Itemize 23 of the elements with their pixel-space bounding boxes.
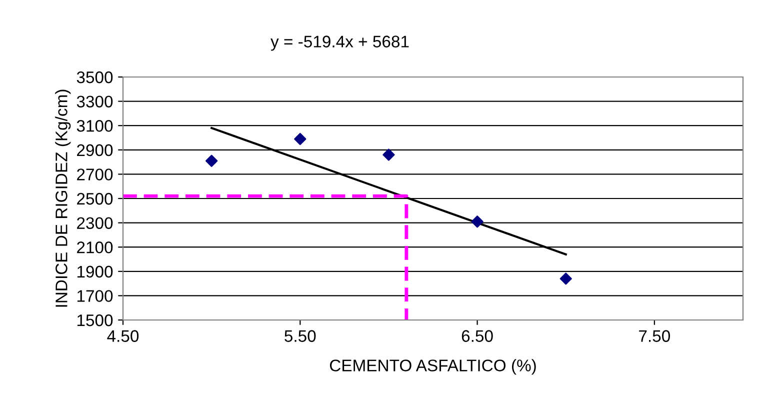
point	[382, 148, 395, 161]
y-tick-label: 3500	[76, 71, 113, 84]
point	[294, 132, 306, 146]
y-axis-title: INDICE DE RIGIDEZ (Kg/cm)	[55, 90, 71, 307]
y-tick-label: 2500	[77, 192, 113, 205]
point	[205, 154, 218, 167]
x-tick-label: 6.50	[462, 330, 493, 342]
y-tick-label: 1700	[77, 290, 113, 302]
x-tick-label: 5.50	[284, 330, 316, 342]
point	[560, 272, 572, 285]
x-tick-label: 7.50	[639, 330, 670, 342]
point	[471, 216, 484, 228]
x-axis-title: CEMENTO ASFALTICO (%)	[330, 359, 536, 375]
y-tick-label: 2300	[77, 217, 113, 230]
y-tick-label: 1900	[77, 266, 113, 278]
text: y = -519.4x + 5681	[270, 36, 409, 51]
y-tick-label: 1500	[77, 314, 113, 326]
y-tick-label: 2100	[77, 242, 113, 254]
y-tick-label: 3300	[76, 96, 113, 108]
y-tick-label: 2900	[77, 144, 113, 156]
y-tick-label: 2700	[77, 168, 113, 180]
y-tick-label: 3100	[76, 120, 113, 132]
x-tick-label: 4.50	[107, 330, 139, 342]
